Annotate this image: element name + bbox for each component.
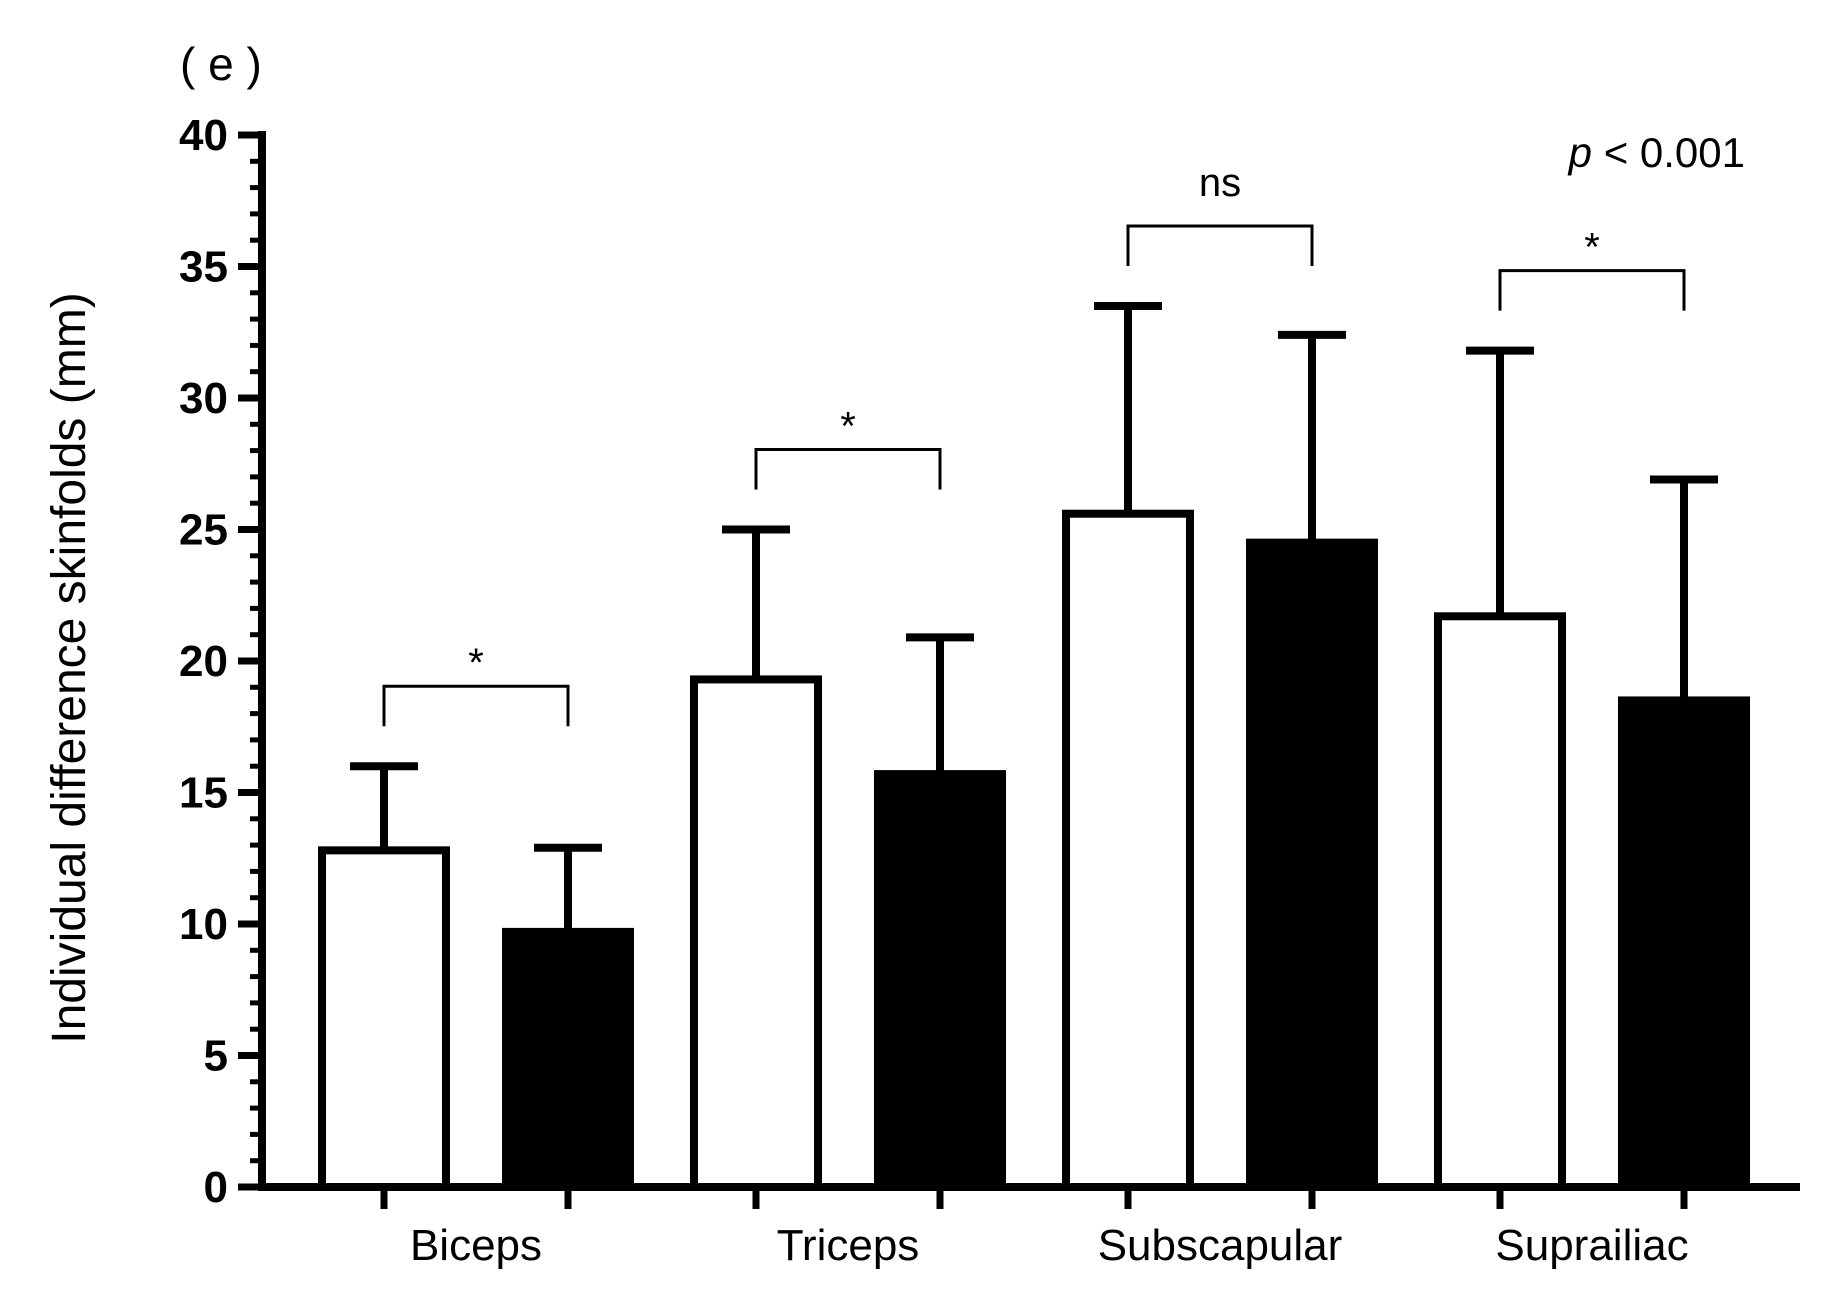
x-category-label: Triceps bbox=[777, 1221, 920, 1270]
p-value-annotation: p < 0.001 bbox=[1567, 129, 1745, 176]
significance-bracket-suprailiac bbox=[1498, 269, 1686, 311]
bar-suprailiac-1 bbox=[1434, 612, 1566, 1191]
p-value: < 0.001 bbox=[1592, 129, 1745, 176]
y-tick-label: 40 bbox=[179, 111, 228, 160]
significance-bracket-subscapular bbox=[1126, 224, 1314, 266]
p-symbol: p bbox=[1567, 129, 1592, 176]
y-tick-label: 15 bbox=[179, 769, 228, 818]
significance-label-triceps: * bbox=[840, 405, 856, 449]
bar-subscapular-1 bbox=[1062, 509, 1194, 1191]
significance-brackets: * * ns * bbox=[382, 161, 1686, 727]
y-tick-label: 10 bbox=[179, 900, 228, 949]
bars bbox=[318, 509, 1750, 1192]
bar-biceps-1 bbox=[318, 846, 450, 1191]
x-category-label: Subscapular bbox=[1098, 1221, 1343, 1270]
y-tick-label: 5 bbox=[204, 1032, 228, 1081]
panel-label: ( e ) bbox=[180, 38, 262, 90]
significance-label-subscapular: ns bbox=[1199, 161, 1241, 205]
significance-label-suprailiac: * bbox=[1584, 226, 1600, 270]
significance-label-biceps: * bbox=[468, 641, 484, 685]
y-tick-label: 0 bbox=[204, 1163, 228, 1212]
y-tick-label: 25 bbox=[179, 506, 228, 555]
y-tick-label: 30 bbox=[179, 374, 228, 423]
x-category-label: Biceps bbox=[410, 1221, 542, 1270]
significance-bracket-biceps bbox=[382, 684, 570, 727]
y-tick-label: 20 bbox=[179, 637, 228, 686]
y-tick-label: 35 bbox=[179, 243, 228, 292]
bar-triceps-1 bbox=[690, 675, 822, 1191]
bar-biceps-2 bbox=[502, 927, 634, 1192]
significance-bracket-triceps bbox=[754, 448, 942, 490]
bar-triceps-2 bbox=[874, 770, 1006, 1192]
x-category-label: Suprailiac bbox=[1495, 1221, 1688, 1270]
bar-subscapular-2 bbox=[1246, 538, 1378, 1191]
error-bars bbox=[350, 301, 1718, 932]
bar-suprailiac-2 bbox=[1618, 696, 1750, 1191]
y-axis-label: Individual difference skinfolds (mm) bbox=[43, 292, 96, 1043]
